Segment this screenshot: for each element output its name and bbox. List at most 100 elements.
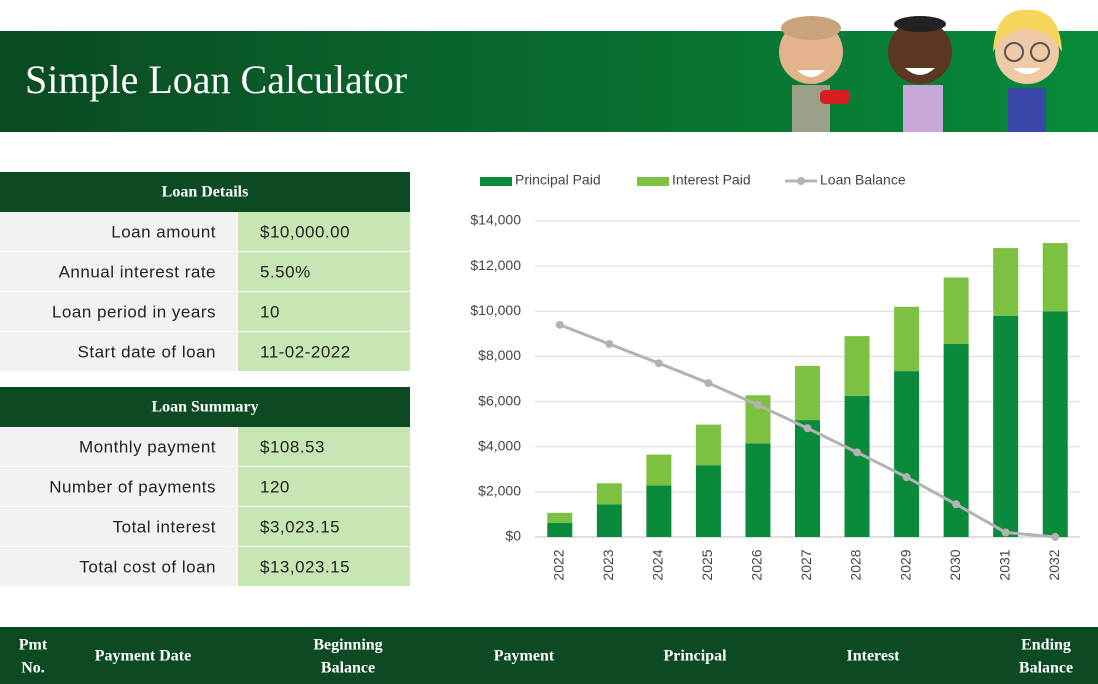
table-header (0, 172, 410, 212)
value-cell (238, 427, 410, 466)
y-tick-label: $2,000 (478, 483, 521, 499)
x-tick-label: 2028 (848, 549, 864, 580)
y-tick-label: $0 (505, 528, 521, 544)
y-tick-label: $8,000 (478, 347, 521, 363)
label-cell (0, 252, 237, 291)
x-tick-label: 2025 (699, 549, 715, 580)
legend-label: Interest Paid (672, 172, 751, 188)
line-point (704, 379, 713, 388)
row-label: Number of payments (49, 477, 216, 496)
chart: $0 $2,000 $4,000 $6,000 $8,000 $10,000 $12,000… (470, 172, 1080, 581)
bar (695, 465, 721, 537)
row-label: Start date of loan (78, 342, 216, 361)
x-tick-label: 2031 (996, 549, 1012, 580)
row-label: Loan period in years (52, 302, 216, 321)
row-label: Loan amount (111, 222, 216, 241)
line-point (803, 424, 812, 433)
column-header: Ending (1021, 637, 1071, 654)
value-cell (238, 212, 410, 251)
column-header: No. (21, 660, 45, 677)
y-tick-label: $14,000 (470, 212, 521, 228)
row-value: $10,000.00 (260, 222, 350, 241)
bar (844, 395, 870, 537)
row-value: $13,023.15 (260, 557, 350, 576)
x-tick-label: 2022 (550, 549, 566, 580)
label-cell (0, 547, 237, 586)
line-point (952, 500, 961, 509)
column-header: Beginning (313, 637, 382, 654)
bar (547, 523, 573, 537)
label-cell (0, 467, 237, 506)
column-header: Balance (1019, 660, 1073, 677)
row-value: 120 (260, 477, 290, 496)
row-label: Monthly payment (79, 437, 216, 456)
bar (745, 443, 771, 537)
line-point (753, 400, 762, 409)
line-point (902, 473, 911, 482)
column-header: Pmt (19, 637, 48, 654)
y-tick-label: $10,000 (470, 302, 521, 318)
column-header: Payment (494, 648, 555, 665)
x-tick-label: 2030 (947, 549, 963, 580)
label-cell (0, 332, 237, 371)
column-header: Payment Date (95, 648, 191, 665)
row-value: 10 (260, 302, 280, 321)
line-point (654, 359, 663, 368)
bar (596, 483, 622, 505)
value-cell (238, 467, 410, 506)
line-point (1001, 528, 1010, 537)
legend-marker (480, 177, 512, 186)
bar (844, 336, 870, 396)
row-value: $3,023.15 (260, 517, 340, 536)
row-value: 5.50% (260, 262, 311, 281)
bar (943, 277, 969, 345)
y-tick-label: $4,000 (478, 437, 521, 453)
y-tick-label: $6,000 (478, 392, 521, 408)
page-title: Simple Loan Calculator (25, 57, 407, 102)
bar (646, 454, 672, 486)
bar (646, 485, 672, 537)
row-value: 11-02-2022 (260, 342, 351, 361)
table-header (0, 387, 410, 427)
value-cell (238, 507, 410, 546)
x-tick-label: 2026 (749, 549, 765, 580)
column-header: Balance (321, 660, 375, 677)
row-label: Annual interest rate (59, 262, 216, 281)
row-label: Total interest (113, 517, 216, 536)
x-tick-label: 2027 (798, 549, 814, 580)
x-tick-label: 2029 (897, 549, 913, 580)
legend-marker (797, 177, 805, 185)
value-cell (238, 252, 410, 291)
bar (1042, 311, 1068, 537)
label-cell (0, 507, 237, 546)
line-point (605, 340, 614, 349)
characters (779, 9, 1062, 132)
bar (596, 504, 622, 537)
line-point (555, 320, 564, 329)
x-tick-label: 2023 (600, 549, 616, 580)
bar (547, 512, 573, 524)
label-cell (0, 427, 237, 466)
column-header: Principal (663, 648, 727, 665)
line-point (853, 448, 862, 457)
line-point (1051, 533, 1060, 541)
label-cell (0, 292, 237, 331)
bar (695, 424, 721, 466)
bar (795, 365, 820, 421)
x-tick-label: 2024 (650, 549, 666, 580)
table-title: Loan Summary (151, 399, 258, 416)
legend-marker (637, 177, 669, 186)
legend-label: Loan Balance (820, 172, 906, 188)
bar (993, 315, 1019, 537)
table-title: Loan Details (162, 184, 249, 201)
legend-label: Principal Paid (515, 172, 601, 188)
value-cell (238, 547, 410, 586)
bar (894, 306, 920, 372)
column-header: Interest (846, 648, 900, 665)
bar (894, 371, 920, 537)
label-cell (0, 212, 237, 251)
bar (795, 420, 820, 537)
bar (1042, 243, 1068, 312)
value-cell (238, 332, 410, 371)
y-tick-label: $12,000 (470, 257, 521, 273)
